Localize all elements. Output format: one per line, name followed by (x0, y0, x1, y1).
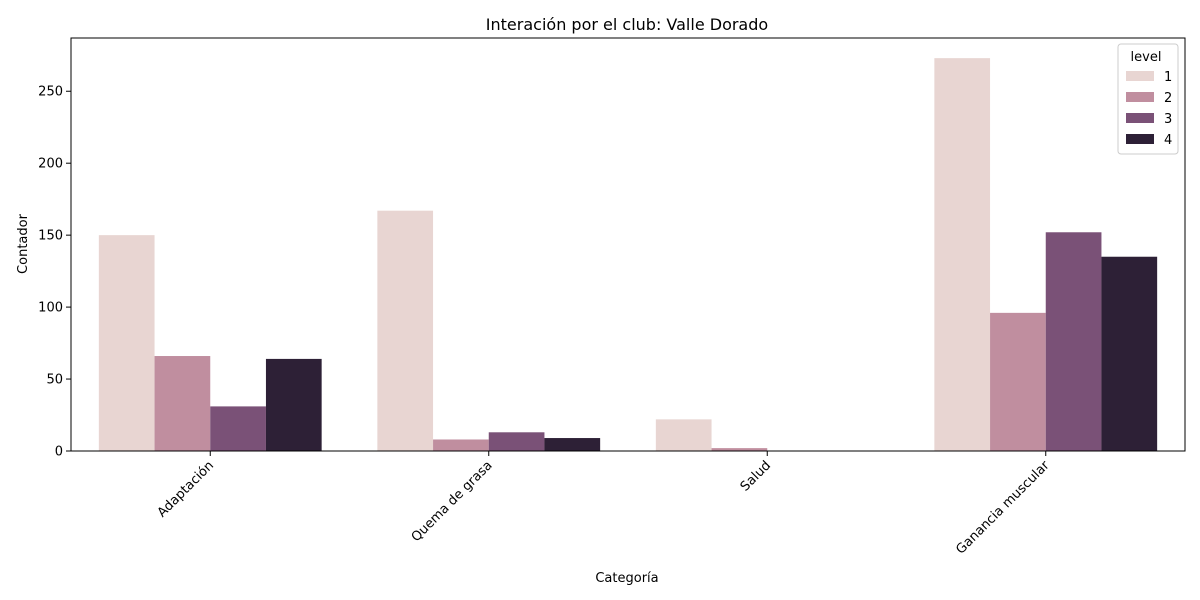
bar-quema-de-grasa-level-3 (488, 432, 545, 451)
x-tick-label: Quema de grasa (409, 458, 496, 545)
y-axis: 0 50 100 150 200 250 (38, 85, 71, 460)
x-axis: Adaptación Quema de grasa Salud Ganancia mu… (155, 451, 1053, 557)
x-tick-label: Salud (738, 458, 774, 494)
chart-title: Interación por el club: Valle Dorado (486, 15, 768, 34)
y-tick-label: 150 (38, 229, 63, 244)
bar-salud-level-1 (655, 419, 712, 451)
bar-ganancia-muscular-level-1 (934, 58, 991, 452)
legend-title: level (1131, 50, 1162, 65)
bar-ganancia-muscular-level-2 (990, 312, 1046, 451)
legend-label: 2 (1164, 91, 1172, 106)
legend-label: 3 (1164, 112, 1172, 127)
bar-quema-de-grasa-level-1 (377, 210, 434, 451)
y-axis-label: Contador (16, 213, 31, 274)
bar-quema-de-grasa-level-4 (544, 438, 601, 451)
x-tick-label: Ganancia muscular (953, 458, 1053, 558)
legend-label: 4 (1164, 133, 1172, 148)
bar-ganancia-muscular-level-3 (1045, 232, 1102, 451)
x-tick-label: Adaptación (155, 458, 217, 520)
legend-label: 1 (1164, 70, 1172, 85)
bar-adaptación-level-1 (98, 235, 155, 451)
plot-frame (70, 37, 1186, 452)
y-tick-label: 200 (38, 157, 63, 172)
y-tick-label: 100 (38, 301, 63, 316)
legend-swatch (1126, 113, 1154, 123)
legend-swatch (1126, 71, 1154, 81)
x-axis-label: Categoría (595, 571, 658, 586)
bar-adaptación-level-3 (210, 406, 266, 451)
y-tick-label: 250 (38, 85, 63, 100)
bar-ganancia-muscular-level-4 (1101, 256, 1158, 451)
bar-quema-de-grasa-level-2 (433, 439, 489, 451)
bars-group (98, 58, 1158, 452)
legend-swatch (1126, 134, 1154, 144)
legend-swatch (1126, 92, 1154, 102)
y-tick-label: 50 (46, 373, 63, 388)
y-tick-label: 0 (55, 445, 63, 460)
bar-salud-level-2 (711, 448, 768, 451)
bar-adaptación-level-2 (154, 356, 211, 451)
bar-adaptación-level-4 (265, 358, 322, 451)
